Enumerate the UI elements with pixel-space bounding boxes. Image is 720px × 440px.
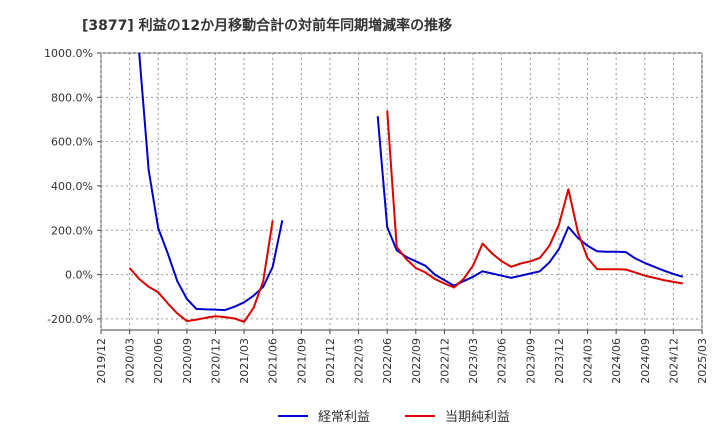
series-line-net-profit [128,220,274,323]
x-tick-label: 2023/09 [524,338,537,384]
x-tick-label: 2024/12 [667,338,680,384]
series-line-ordinary-profit [376,116,684,287]
x-tick-label: 2021/12 [324,338,337,384]
legend: 経常利益 当期純利益 [278,410,510,425]
x-tick-label: 2023/03 [467,338,480,384]
y-axis: -200.0% 0.0% 200.0% 400.0% 600.0% 800.0% 1000.… [44,47,101,326]
x-tick-label: 2019/12 [95,338,108,384]
y-tick-label: 800.0% [51,91,93,104]
x-tick-label: 2025/03 [696,338,709,384]
x-axis: 2019/12 2020/03 2020/06 2020/09 2020/12 2021/… [95,330,709,384]
grid-lines [100,52,703,330]
x-tick-label: 2020/06 [152,338,165,384]
x-tick-label: 2024/06 [610,338,623,384]
y-tick-label: 0.0% [65,269,93,282]
x-tick-label: 2022/12 [438,338,451,384]
series-line-ordinary-profit [138,53,284,312]
x-tick-label: 2023/06 [496,338,509,384]
chart-title: [3877] 利益の12か月移動合計の対前年同期増減率の推移 [82,17,452,34]
x-tick-label: 2021/03 [238,338,251,384]
legend-label-ordinary-profit: 経常利益 [318,410,370,425]
y-tick-label: 1000.0% [44,47,93,60]
x-tick-label: 2023/12 [553,338,566,384]
x-tick-label: 2024/03 [582,338,595,384]
plot-area [100,52,703,331]
y-tick-label: 400.0% [51,180,93,193]
x-tick-label: 2021/06 [267,338,280,384]
y-tick-label: 200.0% [51,224,93,237]
x-tick-label: 2022/03 [353,338,366,384]
y-tick-label: -200.0% [47,313,93,326]
series-line-net-profit [386,110,684,289]
x-tick-label: 2020/12 [209,338,222,384]
y-tick-label: 600.0% [51,136,93,149]
series-lines [128,53,684,323]
x-tick-label: 2024/09 [639,338,652,384]
x-tick-label: 2020/03 [124,338,137,384]
x-tick-label: 2020/09 [181,338,194,384]
x-tick-label: 2021/09 [295,338,308,384]
x-tick-label: 2022/09 [410,338,423,384]
legend-label-net-profit: 当期純利益 [445,410,510,425]
x-tick-label: 2022/06 [381,338,394,384]
